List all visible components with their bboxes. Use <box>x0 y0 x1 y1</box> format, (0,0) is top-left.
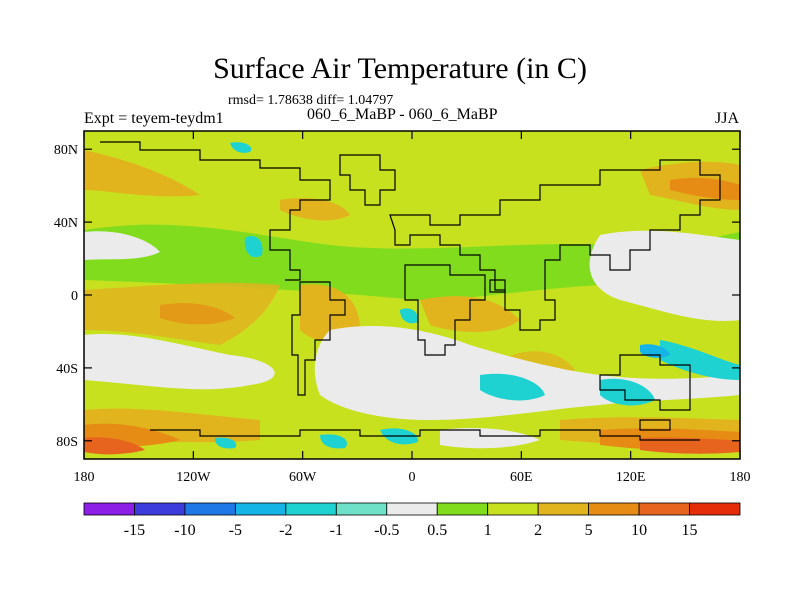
lon-tick-label: 60W <box>289 470 317 485</box>
colorbar-label: 10 <box>631 522 647 539</box>
experiment-label: Expt = teyem-teydm1 <box>84 110 224 127</box>
colorbar-label: -2 <box>279 522 292 539</box>
colorbar-swatch <box>335 502 388 516</box>
colorbar-label: -15 <box>124 522 145 539</box>
colorbar-label: 2 <box>534 522 542 539</box>
colorbar-label: 5 <box>585 522 593 539</box>
colorbar-label: -5 <box>229 522 242 539</box>
longitude-axis: 180 120W 60W 0 60E 120E 180 <box>74 131 751 485</box>
season-label: JJA <box>715 110 740 127</box>
stats-label: rmsd= 1.78638 diff= 1.04797 <box>228 93 394 108</box>
lon-tick-label: 120E <box>616 470 646 485</box>
colorbar-swatch <box>588 502 640 516</box>
lat-tick-label: 40S <box>56 362 78 377</box>
colorbar-swatch <box>83 502 135 516</box>
lat-tick-label: 80S <box>56 435 78 450</box>
colorbar-label: 0.5 <box>427 522 447 539</box>
colorbar-swatch <box>689 502 741 516</box>
temperature-field <box>84 131 740 459</box>
plot-title: Surface Air Temperature (in C) <box>213 52 587 85</box>
colorbar-label: -0.5 <box>374 522 399 539</box>
continent-outlines <box>100 141 721 441</box>
colorbar-swatch <box>487 502 539 516</box>
lon-tick-label: 120W <box>176 470 211 485</box>
colorbar-swatch <box>234 502 287 516</box>
lat-tick-label: 40N <box>54 216 78 231</box>
colorbar-swatch <box>285 502 337 516</box>
colorbar-swatch <box>386 502 438 516</box>
colorbar-swatch <box>134 502 186 516</box>
colorbar-swatch <box>638 502 690 516</box>
colorbar-label: 1 <box>484 522 492 539</box>
period-label: 060_6_MaBP - 060_6_MaBP <box>307 106 498 123</box>
colorbar: -15 -10 -5 -2 -1 -0.5 0.5 1 2 5 10 15 <box>83 502 741 539</box>
lat-tick-label: 80N <box>54 143 78 158</box>
lon-tick-label: 180 <box>730 470 751 485</box>
colorbar-label: 15 <box>682 522 698 539</box>
colorbar-label: -1 <box>330 522 343 539</box>
lon-tick-label: 0 <box>409 470 416 485</box>
latitude-axis: 80N 40N 0 40S 80S <box>54 143 740 450</box>
colorbar-swatch <box>537 502 590 516</box>
colorbar-label: -10 <box>174 522 195 539</box>
lon-tick-label: 60E <box>510 470 533 485</box>
colorbar-swatch <box>436 502 489 516</box>
lon-tick-label: 180 <box>74 470 95 485</box>
lat-tick-label: 0 <box>71 289 78 304</box>
colorbar-swatch <box>184 502 236 516</box>
